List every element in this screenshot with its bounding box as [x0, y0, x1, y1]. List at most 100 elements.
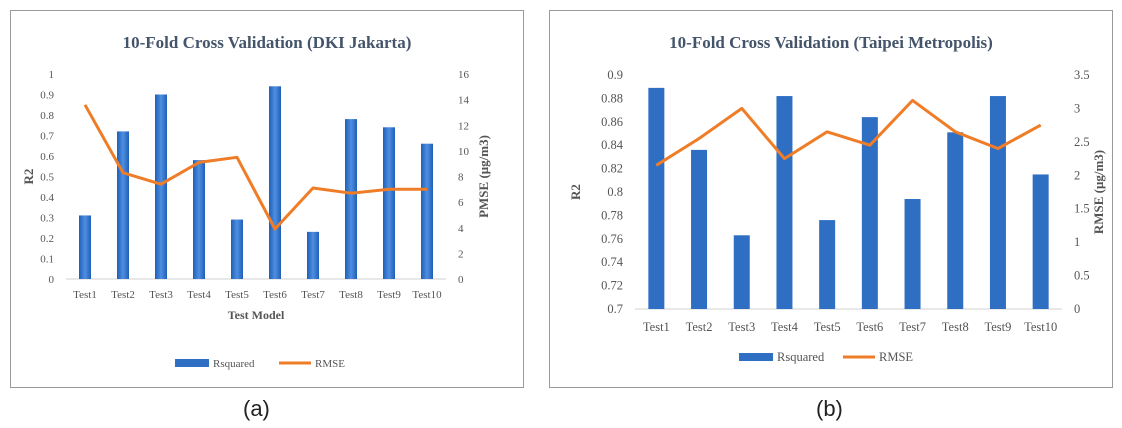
chart-a-x-axis-label: Test Model — [228, 308, 285, 322]
chart-a-rmse-line — [83, 104, 427, 231]
chart-b-y-right-tick-label: 1 — [1074, 235, 1080, 249]
chart-a-legend-bar-swatch — [175, 359, 209, 367]
chart-b-bar — [947, 132, 964, 309]
chart-b-x-tick-label: Test6 — [856, 320, 883, 334]
chart-b-bar — [691, 149, 708, 309]
chart-a-y-right-tick-label: 8 — [458, 172, 464, 184]
chart-b-y-right-tick-label: 3.5 — [1074, 68, 1090, 82]
chart-a-x-tick-label: Test7 — [301, 289, 325, 301]
chart-b-y-left-tick-label: 0.84 — [601, 138, 624, 152]
chart-b-x-tick-label: Test1 — [643, 320, 670, 334]
chart-b-bar — [776, 96, 793, 309]
chart-b: 10-Fold Cross Validation (Taipei Metropo… — [568, 33, 1106, 364]
chart-a-y-right-tick-label: 14 — [458, 95, 470, 107]
chart-a-y-right-tick-label: 12 — [458, 120, 469, 132]
chart-b-legend-line-label: RMSE — [879, 350, 913, 364]
chart-a-y-left-tick-label: 0.9 — [40, 90, 54, 102]
chart-b-bar — [904, 199, 921, 309]
chart-a-bar — [117, 131, 129, 279]
chart-b-bar — [1032, 174, 1049, 309]
chart-a-bar — [79, 215, 91, 279]
chart-a-bar — [155, 94, 167, 279]
chart-a: 10-Fold Cross Validation (DKI Jakarta) 0 0… — [21, 33, 491, 370]
chart-b-y-left-tick-label: 0.9 — [607, 68, 623, 82]
chart-b-y-right-tick-label: 0 — [1074, 302, 1080, 316]
chart-a-y-right-tick-label: 10 — [458, 146, 470, 158]
chart-b-y-left-tick-label: 0.76 — [601, 232, 623, 246]
chart-a-y-left-tick-label: 0.8 — [40, 110, 54, 122]
chart-a-y-right-label: PMSE (μg/m3) — [476, 135, 491, 218]
chart-a-y-left-tick-label: 0.3 — [40, 213, 54, 225]
chart-a-x-tick-label: Test4 — [187, 289, 211, 301]
chart-a-y-left-label: R2 — [21, 169, 36, 185]
chart-b-x-tick-label: Test2 — [686, 320, 713, 334]
chart-b-bar — [733, 235, 750, 309]
chart-a-x-tick-label: Test10 — [412, 289, 442, 301]
chart-b-y-right-tick-label: 0.5 — [1074, 269, 1090, 283]
chart-b-rmse-line — [655, 98, 1042, 167]
chart-a-y-left-tick-label: 0 — [49, 274, 55, 286]
chart-b-y-left-tick-label: 0.8 — [607, 185, 623, 199]
chart-a-y-right-tick-label: 2 — [458, 248, 464, 260]
chart-a-y-left-tick-label: 1 — [49, 69, 55, 81]
chart-panel-a: 10-Fold Cross Validation (DKI Jakarta) 0 0… — [10, 10, 524, 388]
chart-a-y-left-tick-label: 0.5 — [40, 172, 54, 184]
chart-b-x-tick-label: Test10 — [1024, 320, 1057, 334]
chart-b-x-tick-label: Test9 — [984, 320, 1011, 334]
chart-a-x-tick-label: Test2 — [111, 289, 135, 301]
chart-a-x-tick-label: Test1 — [73, 289, 97, 301]
chart-a-x-tick-label: Test3 — [149, 289, 173, 301]
chart-a-y-left-tick-label: 0.1 — [40, 254, 54, 266]
chart-a-y-left-tick-label: 0.2 — [40, 233, 54, 245]
chart-b-y-left-tick-label: 0.86 — [601, 115, 623, 129]
chart-b-title: 10-Fold Cross Validation (Taipei Metropo… — [669, 33, 993, 52]
chart-b-y-left-tick-label: 0.72 — [601, 279, 623, 293]
caption-a: (a) — [243, 396, 270, 421]
chart-a-y-left-tick-label: 0.7 — [40, 131, 54, 143]
chart-b-y-right-tick-label: 3 — [1074, 101, 1080, 115]
chart-b-bar — [989, 96, 1006, 309]
chart-a-x-tick-label: Test5 — [225, 289, 249, 301]
chart-b-x-tick-label: Test7 — [899, 320, 926, 334]
chart-b-x-tick-label: Test4 — [771, 320, 799, 334]
chart-b-bar — [819, 220, 836, 309]
chart-a-x-tick-label: Test6 — [263, 289, 287, 301]
chart-b-y-right-label: RMSE (μg/m3) — [1091, 150, 1106, 234]
chart-b-y-left-tick-label: 0.7 — [607, 302, 623, 316]
chart-a-y-right-tick-label: 0 — [458, 274, 464, 286]
chart-a-y-left-tick-label: 0.4 — [40, 192, 54, 204]
chart-a-bar — [193, 160, 205, 279]
chart-a-legend-bar-label: Rsquared — [213, 358, 255, 370]
chart-a-x-tick-label: Test8 — [339, 289, 363, 301]
caption-b: (b) — [816, 396, 843, 421]
chart-a-bar — [421, 143, 433, 279]
chart-b-x-tick-label: Test8 — [942, 320, 969, 334]
chart-b-x-tick-label: Test3 — [728, 320, 755, 334]
chart-a-bar — [345, 119, 357, 279]
chart-a-title: 10-Fold Cross Validation (DKI Jakarta) — [123, 33, 412, 52]
chart-b-y-left-label: R2 — [568, 184, 583, 200]
chart-b-y-left-tick-label: 0.74 — [601, 255, 624, 269]
chart-a-x-tick-label: Test9 — [377, 289, 401, 301]
chart-a-y-right-tick-label: 16 — [458, 69, 470, 81]
chart-b-y-left-tick-label: 0.82 — [601, 162, 623, 176]
chart-b-y-left-tick-label: 0.78 — [601, 208, 623, 222]
chart-b-bar — [648, 87, 665, 310]
chart-a-y-left-tick-label: 0.6 — [40, 151, 54, 163]
chart-b-y-right-tick-label: 1.5 — [1074, 202, 1090, 216]
chart-b-x-tick-label: Test5 — [814, 320, 841, 334]
chart-b-y-right-tick-label: 2.5 — [1074, 135, 1090, 149]
chart-a-bar — [231, 219, 243, 279]
chart-b-bar — [861, 117, 878, 310]
chart-a-bar — [307, 231, 319, 279]
chart-b-y-left-tick-label: 0.88 — [601, 91, 623, 105]
chart-a-bar — [269, 86, 281, 279]
chart-panel-b: 10-Fold Cross Validation (Taipei Metropo… — [549, 10, 1113, 388]
chart-b-y-right-tick-label: 2 — [1074, 168, 1080, 182]
chart-a-legend-line-label: RMSE — [315, 358, 345, 370]
chart-a-bar — [383, 127, 395, 279]
chart-b-legend-bar-label: Rsquared — [777, 350, 825, 364]
chart-b-legend-bar-swatch — [739, 353, 773, 361]
chart-a-y-right-tick-label: 6 — [458, 197, 464, 209]
chart-a-y-right-tick-label: 4 — [458, 223, 464, 235]
